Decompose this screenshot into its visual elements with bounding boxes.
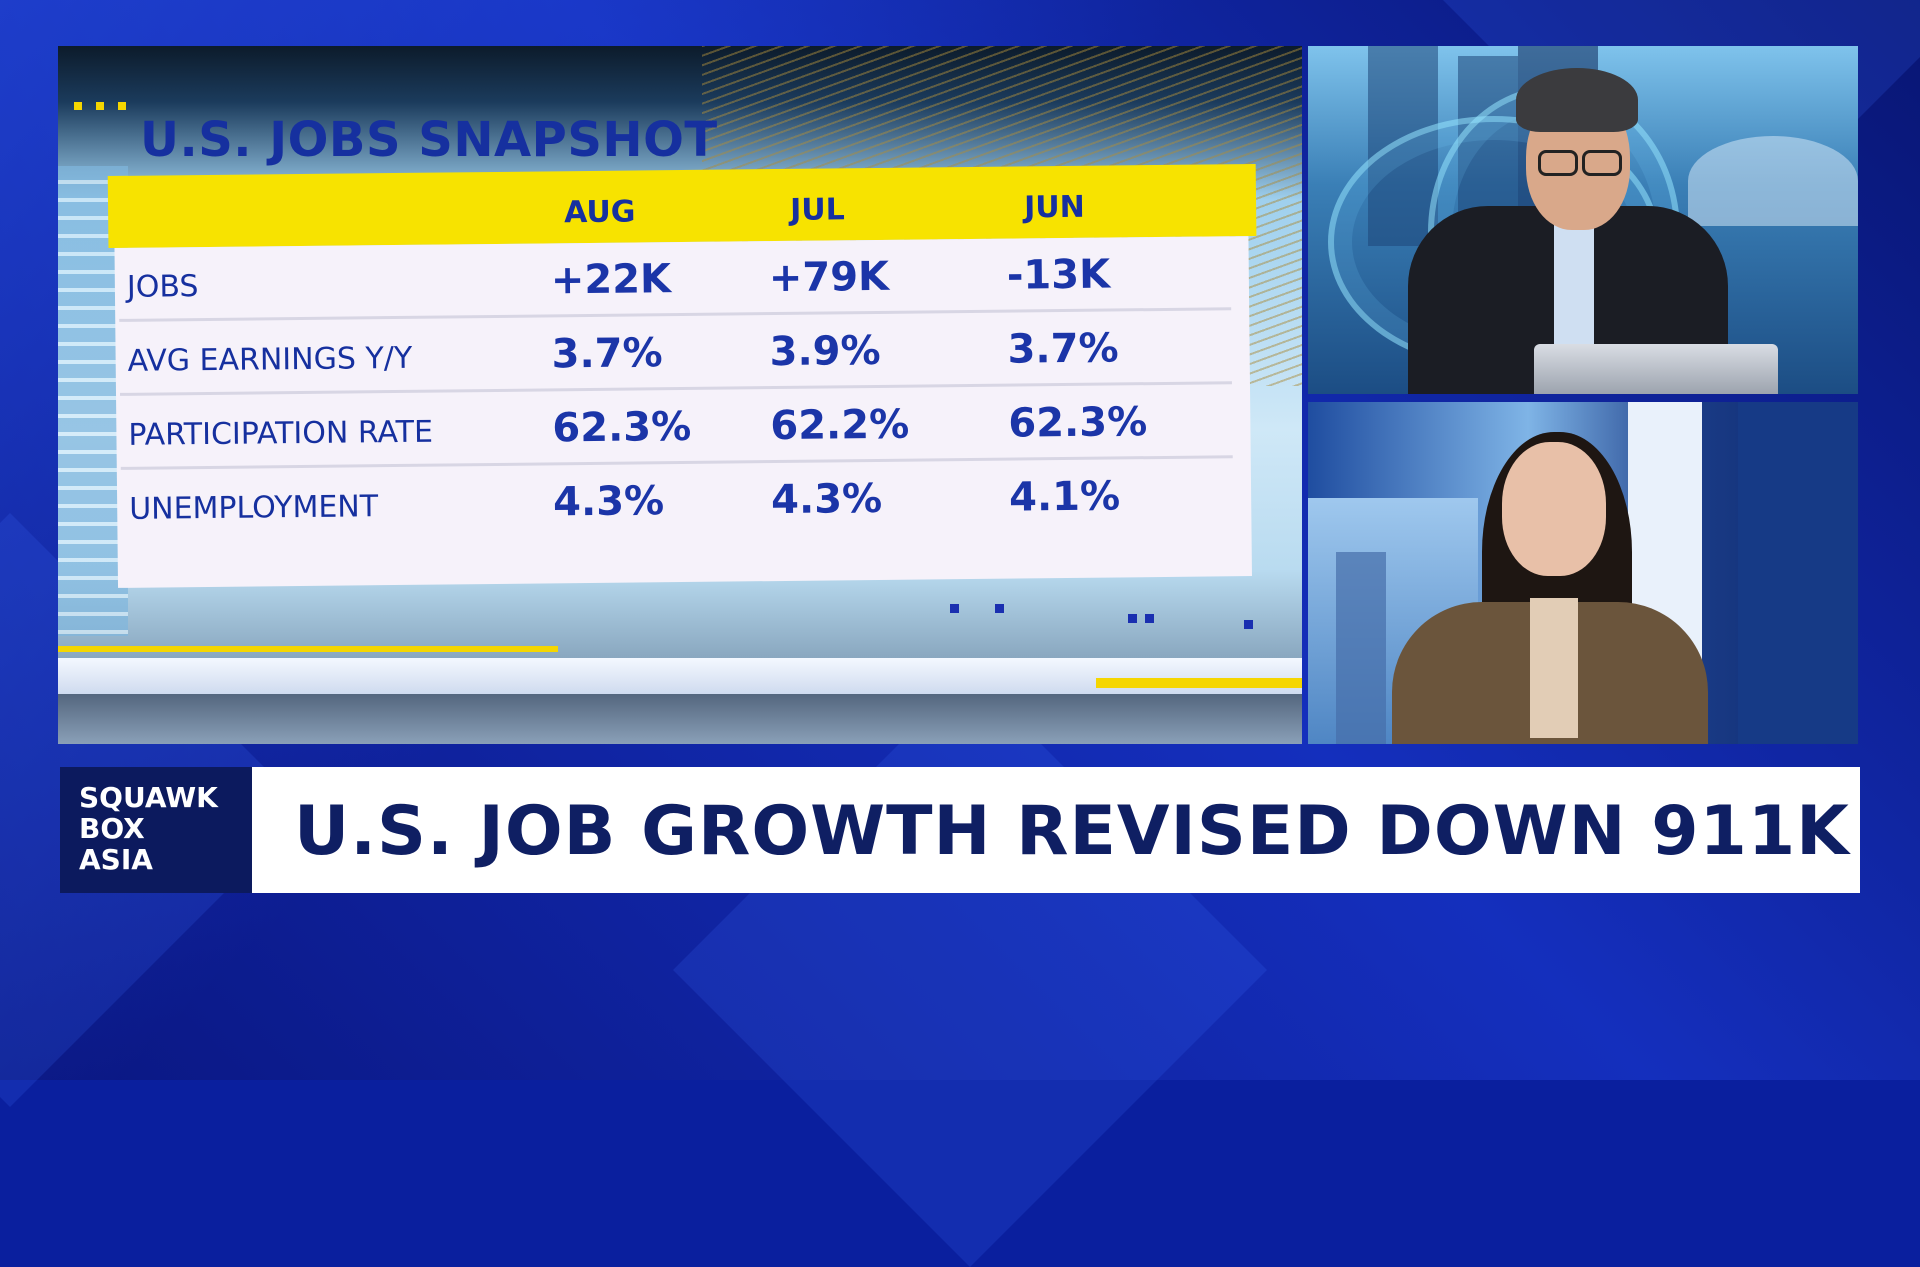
row-label: AVG EARNINGS Y/Y [127,340,413,379]
row-label: JOBS [126,269,199,305]
yellow-accent-stripe [1096,678,1302,688]
cell-value: 4.3% [552,478,665,526]
glasses-icon [1582,150,1622,176]
column-header-jul: JUL [789,192,845,228]
yellow-accent-stripe [58,646,558,652]
face [1502,442,1606,576]
cell-value: -13K [1006,251,1111,299]
cell-value: +79K [768,253,890,302]
accent-dots [74,102,126,110]
graphic-title: U.S. JOBS SNAPSHOT [140,112,718,168]
cell-value: 4.3% [770,475,883,524]
table-row: JOBS +22K +79K -13K [114,236,1249,322]
blouse [1530,598,1578,738]
brand-line: BOX [79,812,145,845]
table-row: UNEMPLOYMENT 4.3% 4.3% 4.1% [117,458,1252,544]
cell-value: 3.9% [769,327,881,376]
row-label: PARTICIPATION RATE [128,414,434,453]
table-row: PARTICIPATION RATE 62.3% 62.2% 62.3% [116,384,1251,470]
brand-line: SQUAWK [79,781,218,814]
video-feed-anchor-female [1308,402,1858,744]
table-header: AUG JUL JUN [107,164,1257,249]
column-header-jun: JUN [1023,189,1085,226]
wall-panel [1738,402,1858,744]
jobs-table: AUG JUL JUN JOBS +22K +79K -13K AVG EARN… [107,164,1261,616]
cell-value: +22K [550,256,672,304]
show-logo-squawk-box-asia: SQUAWK BOX ASIA [60,767,252,893]
brand-line: ASIA [79,843,153,876]
cell-value: 4.1% [1008,473,1121,521]
table-body: JOBS +22K +79K -13K AVG EARNINGS Y/Y 3.7… [114,236,1252,588]
accent-dots [950,604,1004,613]
hair [1516,68,1638,132]
headline-text: U.S. JOB GROWTH REVISED DOWN 911K [294,792,1850,871]
cell-value: 62.3% [552,403,692,452]
accent-dots [1244,620,1253,629]
column-header-aug: AUG [563,194,636,231]
cell-value: 62.2% [770,401,910,450]
accent-dots [1128,614,1154,623]
headline-bar: U.S. JOB GROWTH REVISED DOWN 911K [252,767,1860,893]
jobs-snapshot-graphic: U.S. JOBS SNAPSHOT AUG JUL JUN JOBS +22K… [58,46,1302,744]
cell-value: 62.3% [1008,399,1148,447]
cell-value: 3.7% [551,330,663,378]
skyline-tower [1336,552,1386,744]
dome-building [1688,136,1858,226]
cell-value: 3.7% [1007,325,1119,373]
laptop [1534,344,1778,394]
glasses-icon [1538,150,1578,176]
white-accent-stripe [58,658,1302,694]
row-label: UNEMPLOYMENT [129,489,379,527]
video-feed-anchor-male [1308,46,1858,394]
table-row: AVG EARNINGS Y/Y 3.7% 3.9% 3.7% [115,310,1250,396]
